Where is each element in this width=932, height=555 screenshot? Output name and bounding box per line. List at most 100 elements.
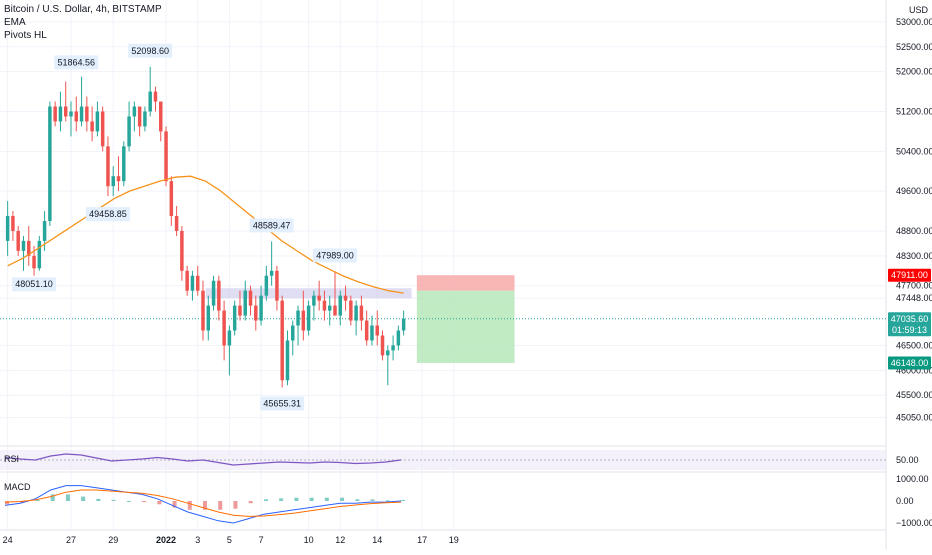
pivot-label-text: 51864.56 <box>58 57 96 67</box>
candle-body <box>58 106 63 122</box>
macd-histogram-bar <box>248 501 253 504</box>
candle-body <box>254 305 258 321</box>
time-tick-label: 2022 <box>156 535 176 545</box>
price-tick-label: 50400.00 <box>896 146 932 156</box>
pivot-label-bg <box>128 43 173 58</box>
candle-body <box>116 176 121 182</box>
pivot-label-bg <box>54 55 99 70</box>
macd-histogram-bar <box>81 496 86 501</box>
chart-legend: Bitcoin / U.S. Dollar, 4h, BITSTAMP EMA … <box>4 3 162 42</box>
macd-histogram-bar <box>65 494 70 501</box>
macd-histogram-bar <box>385 500 390 502</box>
macd-histogram-bar <box>96 498 101 501</box>
candle <box>327 295 332 326</box>
macd-histogram-bar <box>20 501 25 503</box>
time-tick-label: 10 <box>304 535 314 545</box>
candle <box>254 295 258 331</box>
pivot-label-text: 48589.47 <box>253 220 291 230</box>
candle <box>248 285 253 316</box>
price-tick-label: 47448.00 <box>896 293 932 303</box>
macd-histogram-bar <box>187 501 192 510</box>
candle-body <box>48 106 52 221</box>
countdown-label: 01:59:13 <box>892 325 927 335</box>
candle-body <box>95 111 100 132</box>
candle <box>364 310 369 346</box>
pivot-label-text: 45655.31 <box>263 398 301 408</box>
candle <box>375 310 379 346</box>
candle-body <box>401 318 406 331</box>
candle-body <box>285 340 290 381</box>
candle-body <box>322 300 327 311</box>
candle <box>74 96 79 132</box>
candle <box>195 265 200 296</box>
candle-body <box>148 91 152 112</box>
symbol-title[interactable]: Bitcoin / U.S. Dollar, 4h, BITSTAMP <box>4 4 162 15</box>
candle-body <box>37 240 42 269</box>
candle-body <box>69 111 73 117</box>
candle <box>354 300 358 336</box>
candle <box>201 280 205 341</box>
pivot-label-text: 49458.85 <box>89 209 127 219</box>
pivot-label-text: 48051.10 <box>15 279 53 289</box>
indicator-ema-label[interactable]: EMA <box>4 17 26 28</box>
candle <box>58 91 63 132</box>
macd-histogram-bar <box>355 499 360 501</box>
candle <box>291 320 295 356</box>
candle <box>63 81 68 122</box>
candle <box>132 101 137 132</box>
candle <box>317 280 321 311</box>
candle-body <box>195 275 200 291</box>
macd-line <box>4 485 402 524</box>
candle <box>264 265 269 301</box>
price-tick-label: 49600.00 <box>896 186 932 196</box>
candle-body <box>386 350 390 356</box>
pivot-label-text: 52098.60 <box>131 46 169 56</box>
candle-body <box>11 216 15 231</box>
candle-body <box>232 305 237 331</box>
candle <box>106 136 110 197</box>
indicator-pivots-label[interactable]: Pivots HL <box>4 30 47 41</box>
time-tick-label: 3 <box>195 535 200 545</box>
candle-body <box>169 181 174 217</box>
candle <box>280 295 284 388</box>
candle-body <box>90 121 94 132</box>
candle <box>217 275 221 321</box>
candle <box>180 225 184 281</box>
candle <box>238 290 242 321</box>
candle <box>301 290 306 341</box>
candle-body <box>338 295 343 316</box>
time-tick-label: 19 <box>449 535 459 545</box>
candle-body <box>317 295 321 301</box>
candle <box>211 275 216 311</box>
candle <box>322 290 327 321</box>
time-tick-label: 27 <box>66 535 76 545</box>
macd-histogram-bar <box>50 494 55 501</box>
candle-body <box>238 305 242 316</box>
candle-body <box>375 325 379 336</box>
price-axis: USD 53000.00 52500.00 52000.00 51200.00 50400… <box>896 5 932 528</box>
candle <box>396 325 401 351</box>
price-tick-label: 45500.00 <box>896 390 932 400</box>
macd-histogram-bar <box>309 497 314 501</box>
candle <box>143 106 147 132</box>
candle-body <box>364 320 369 341</box>
macd-histogram-bar <box>126 501 131 502</box>
price-tick-label: 53000.00 <box>896 17 932 27</box>
candle-body <box>301 310 306 331</box>
candle-body <box>370 325 374 341</box>
candle-body <box>132 106 137 117</box>
macd-tick-label: −1000.00 <box>896 518 932 528</box>
candle-body <box>32 255 36 269</box>
candle <box>269 241 274 286</box>
candle-body <box>111 176 115 187</box>
candle-body <box>280 300 284 381</box>
candle-body <box>380 335 385 356</box>
candle <box>243 280 247 321</box>
candle-body <box>137 106 142 127</box>
pivot-label: 45655.31 <box>260 396 305 411</box>
ema-line <box>7 175 404 294</box>
candle <box>127 101 131 152</box>
